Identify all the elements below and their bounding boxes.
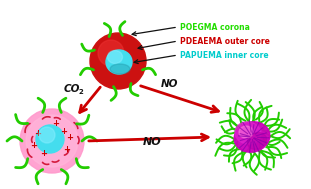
Circle shape	[20, 109, 84, 173]
Circle shape	[36, 125, 64, 153]
Text: +: +	[40, 149, 48, 157]
Circle shape	[26, 115, 78, 167]
Text: +: +	[61, 126, 67, 136]
Circle shape	[39, 127, 55, 143]
Text: +: +	[35, 129, 41, 138]
Text: NO: NO	[143, 137, 161, 147]
Ellipse shape	[110, 64, 130, 74]
Ellipse shape	[239, 126, 253, 138]
Text: +: +	[63, 145, 71, 153]
Text: +: +	[67, 133, 73, 143]
Text: 2: 2	[78, 88, 83, 94]
Ellipse shape	[247, 133, 267, 149]
Text: PDEAEMA outer core: PDEAEMA outer core	[180, 36, 270, 46]
Circle shape	[90, 33, 146, 89]
Ellipse shape	[235, 122, 261, 144]
Ellipse shape	[234, 122, 270, 152]
Text: +: +	[30, 140, 38, 149]
Text: CO: CO	[64, 84, 80, 94]
Ellipse shape	[106, 50, 132, 74]
Circle shape	[98, 40, 124, 66]
Text: +: +	[53, 119, 59, 128]
Text: NO: NO	[161, 79, 179, 89]
Text: PAPUEMA inner core: PAPUEMA inner core	[180, 50, 269, 60]
Text: POEGMA corona: POEGMA corona	[180, 22, 250, 32]
Ellipse shape	[108, 50, 123, 64]
